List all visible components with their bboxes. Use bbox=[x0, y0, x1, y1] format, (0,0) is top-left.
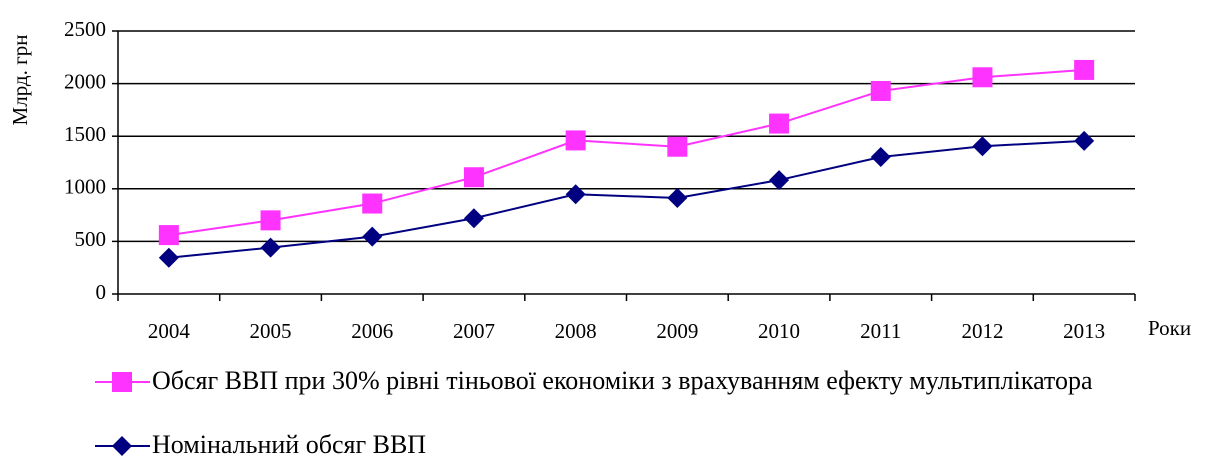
x-tick-label: 2008 bbox=[555, 319, 597, 343]
data-point bbox=[972, 67, 993, 88]
data-point bbox=[1074, 59, 1095, 80]
series-line bbox=[168, 68, 1085, 237]
data-point bbox=[260, 237, 281, 258]
data-point bbox=[667, 187, 688, 208]
x-tick-label: 2010 bbox=[758, 319, 800, 343]
data-point bbox=[769, 113, 790, 134]
data-point bbox=[463, 167, 484, 188]
legend-label: Обсяг ВВП при 30% рівні тіньової економі… bbox=[152, 366, 1093, 395]
y-tick-label: 1500 bbox=[64, 122, 106, 146]
data-point bbox=[972, 136, 993, 157]
data-point bbox=[362, 193, 383, 214]
legend-marker bbox=[112, 372, 132, 392]
x-tick-label: 2011 bbox=[860, 319, 901, 343]
data-point bbox=[158, 225, 179, 246]
data-point bbox=[565, 184, 586, 205]
y-tick-label: 500 bbox=[75, 227, 107, 251]
legend-marker bbox=[112, 436, 132, 456]
data-point bbox=[870, 147, 891, 168]
x-tick-label: 2006 bbox=[351, 319, 393, 343]
y-tick-label: 2000 bbox=[64, 69, 106, 93]
series-line bbox=[168, 139, 1085, 259]
data-point bbox=[667, 136, 688, 157]
x-tick-label: 2007 bbox=[453, 319, 495, 343]
x-axis-label: Роки bbox=[1148, 316, 1191, 340]
x-tick-label: 2012 bbox=[961, 319, 1003, 343]
data-point bbox=[870, 80, 891, 101]
y-tick-label: 1000 bbox=[64, 175, 106, 199]
data-point bbox=[260, 210, 281, 231]
data-point bbox=[769, 170, 790, 191]
data-point bbox=[463, 208, 484, 229]
data-point bbox=[565, 130, 586, 151]
x-tick-label: 2009 bbox=[656, 319, 698, 343]
data-point bbox=[158, 247, 179, 268]
legend-label: Номінальний обсяг ВВП bbox=[152, 430, 427, 459]
data-point bbox=[362, 226, 383, 247]
y-tick-label: 0 bbox=[96, 280, 107, 304]
y-tick-label: 2500 bbox=[64, 17, 106, 41]
y-axis-label: Млрд. грн bbox=[8, 35, 32, 126]
x-tick-label: 2005 bbox=[250, 319, 292, 343]
x-tick-label: 2004 bbox=[148, 319, 191, 343]
data-point bbox=[1074, 130, 1095, 151]
x-tick-label: 2013 bbox=[1063, 319, 1105, 343]
